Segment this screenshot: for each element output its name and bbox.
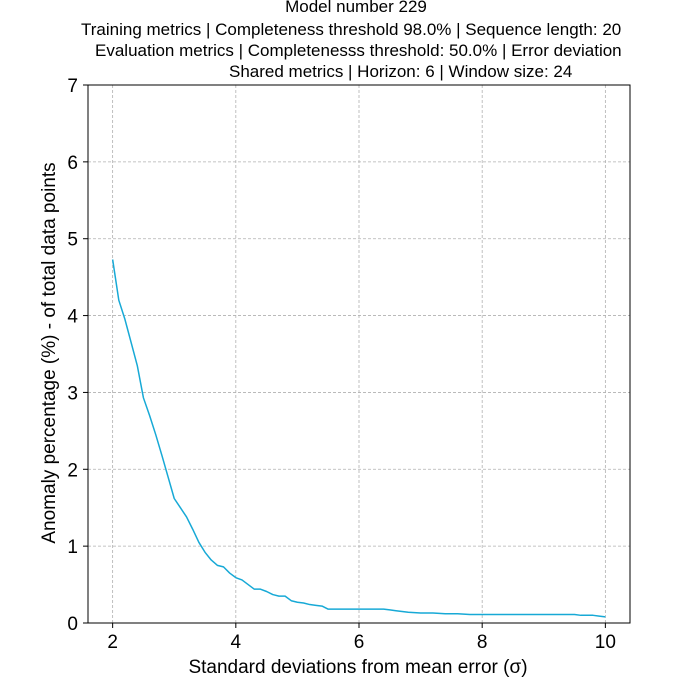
y-tick-label: 4 <box>67 307 78 328</box>
x-tick-label: 8 <box>477 632 488 653</box>
y-tick-label: 7 <box>67 76 78 97</box>
title-line-3: Evaluation metrics | Completenesss thres… <box>95 41 622 60</box>
x-axis-label: Standard deviations from mean error (σ) <box>188 657 527 678</box>
title-line-2: Training metrics | Completeness threshol… <box>81 20 621 39</box>
x-tick-label: 4 <box>231 632 242 653</box>
y-tick-label: 0 <box>67 614 78 635</box>
x-axis-ticks: 2 4 6 8 10 <box>107 623 616 653</box>
x-tick-label: 2 <box>107 632 118 653</box>
title-line-4: Shared metrics | Horizon: 6 | Window siz… <box>229 62 572 81</box>
grid-lines <box>88 84 630 624</box>
plot-line-group <box>111 259 606 618</box>
title-line-1: Model number 229 <box>285 0 427 16</box>
y-tick-label: 3 <box>67 383 78 404</box>
y-axis-ticks: 0 1 2 3 4 5 6 7 <box>67 76 88 635</box>
x-tick-label: 6 <box>354 632 365 653</box>
y-tick-label: 5 <box>67 230 78 251</box>
chart-title: Model number 229 Training metrics | Comp… <box>81 0 622 81</box>
y-tick-label: 1 <box>67 537 78 558</box>
x-tick-label: 10 <box>595 632 616 653</box>
y-axis-label: Anomaly percentage (%) - of total data p… <box>39 162 60 543</box>
y-tick-label: 6 <box>67 153 78 174</box>
series-line <box>111 259 606 618</box>
y-tick-label: 2 <box>67 460 78 481</box>
